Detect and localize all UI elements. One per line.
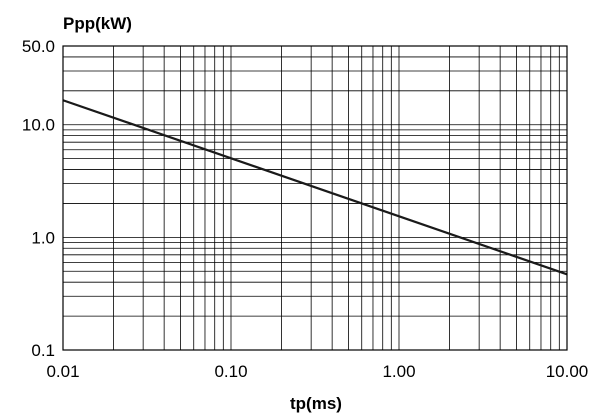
x-tick-label: 0.10 [214,362,247,381]
x-axis-title: tp(ms) [290,394,342,413]
y-tick-label: 1.0 [31,228,55,247]
series-layer [62,99,568,276]
tick-labels: 0.01 0.10 1.00 10.00 0.1 1.0 10.0 50.0 [22,37,588,381]
y-tick-label: 10.0 [22,116,55,135]
x-tick-label: 0.01 [46,362,79,381]
y-axis-title: Ppp(kW) [63,14,132,33]
x-tick-label: 10.00 [546,362,589,381]
y-tick-label: 0.1 [31,341,55,360]
series-line [62,99,568,276]
plot-frame [62,45,568,351]
y-tick-label: 50.0 [22,37,55,56]
grid [62,45,567,351]
x-tick-label: 1.00 [382,362,415,381]
